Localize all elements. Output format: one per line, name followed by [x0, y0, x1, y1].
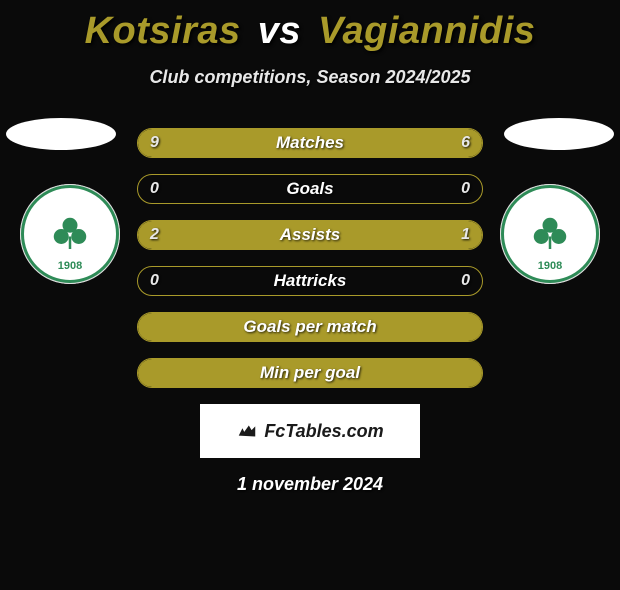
stat-row: Goals per match — [137, 312, 483, 342]
watermark-text: FcTables.com — [264, 421, 383, 442]
stat-row: 0 0 Hattricks — [137, 266, 483, 296]
stat-row: 0 0 Goals — [137, 174, 483, 204]
stat-value-right: 6 — [461, 129, 470, 157]
stat-value-right: 0 — [461, 267, 470, 295]
stats-bars: 9 6 Matches 0 0 Goals 2 1 Assists 0 0 Hattricks Goal… — [137, 128, 483, 388]
stat-value-left: 0 — [150, 267, 159, 295]
watermark: FcTables.com — [200, 404, 420, 458]
title-player2: Vagiannidis — [318, 10, 535, 52]
stat-value-right: 1 — [461, 221, 470, 249]
subtitle: Club competitions, Season 2024/2025 — [0, 67, 620, 88]
date: 1 november 2024 — [0, 474, 620, 495]
clover-icon — [50, 214, 90, 254]
player1-avatar — [6, 118, 116, 150]
badge-ring: 1908 — [501, 185, 599, 283]
player2-club-badge: 1908 — [500, 184, 600, 284]
stat-row: 9 6 Matches — [137, 128, 483, 158]
stat-label: Goals — [286, 179, 333, 199]
stat-label: Matches — [276, 133, 344, 153]
stat-value-left: 0 — [150, 175, 159, 203]
badge-year: 1908 — [504, 260, 596, 272]
avatar-placeholder-icon — [504, 118, 614, 150]
comparison-stage: 1908 1908 9 6 Matches 0 0 Goals 2 1 Assists 0 0 Hat… — [0, 128, 620, 388]
stat-value-left: 9 — [150, 129, 159, 157]
stat-label: Assists — [280, 225, 340, 245]
clover-icon — [530, 214, 570, 254]
page-title: Kotsiras vs Vagiannidis — [0, 10, 620, 53]
stat-label: Min per goal — [260, 363, 360, 383]
stat-value-left: 2 — [150, 221, 159, 249]
stat-row: Min per goal — [137, 358, 483, 388]
badge-year: 1908 — [24, 260, 116, 272]
stat-label: Goals per match — [243, 317, 376, 337]
stat-label: Hattricks — [274, 271, 347, 291]
stat-value-right: 0 — [461, 175, 470, 203]
stat-row: 2 1 Assists — [137, 220, 483, 250]
fctables-logo-icon — [236, 420, 258, 442]
badge-ring: 1908 — [21, 185, 119, 283]
title-player1: Kotsiras — [85, 10, 241, 52]
player2-avatar — [504, 118, 614, 150]
title-vs: vs — [258, 10, 301, 52]
avatar-placeholder-icon — [6, 118, 116, 150]
player1-club-badge: 1908 — [20, 184, 120, 284]
